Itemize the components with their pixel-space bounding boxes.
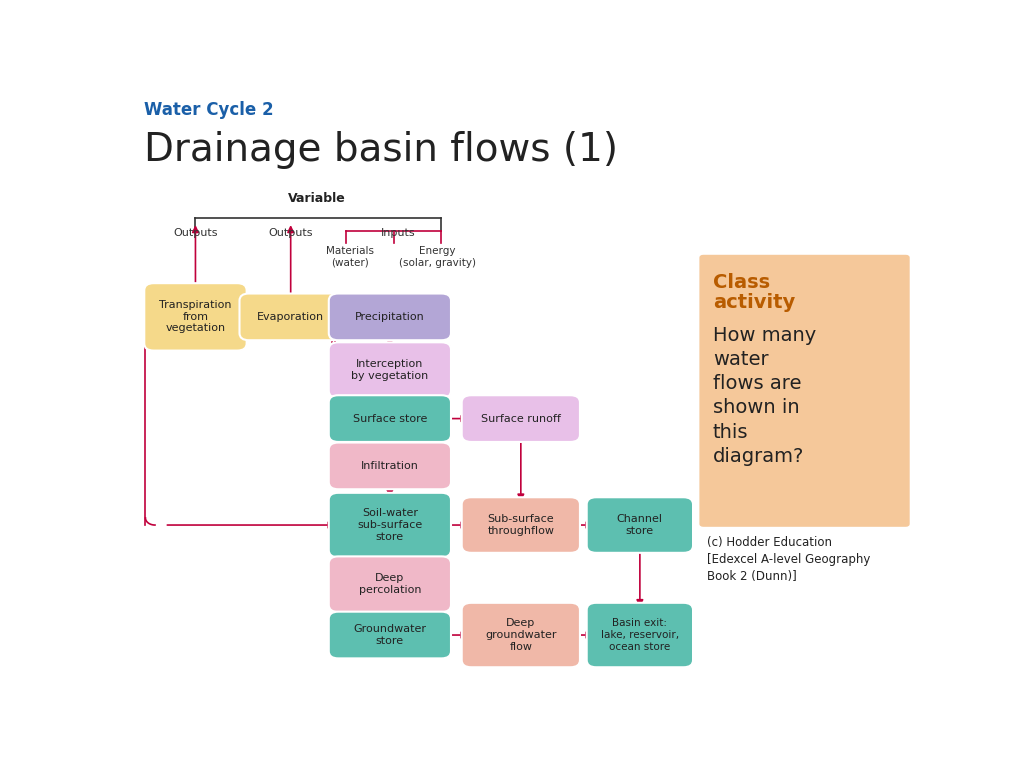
Text: Surface runoff: Surface runoff [481,414,561,424]
Text: Interception
by vegetation: Interception by vegetation [351,359,428,381]
Text: Evaporation: Evaporation [257,312,325,322]
Text: Channel
store: Channel store [616,515,663,536]
Text: Energy
(solar, gravity): Energy (solar, gravity) [399,246,476,267]
Text: (c) Hodder Education
[Edexcel A-level Geography
Book 2 (Dunn)]: (c) Hodder Education [Edexcel A-level Ge… [708,536,870,583]
Text: Groundwater
store: Groundwater store [353,624,426,646]
FancyBboxPatch shape [329,396,451,442]
Text: Outputs: Outputs [268,228,313,238]
Text: How many
water
flows are
shown in
this
diagram?: How many water flows are shown in this d… [713,326,816,466]
Text: Drainage basin flows (1): Drainage basin flows (1) [143,131,617,169]
Text: Infiltration: Infiltration [360,461,419,471]
FancyBboxPatch shape [462,497,580,553]
FancyBboxPatch shape [329,611,451,658]
FancyBboxPatch shape [699,255,909,527]
Text: Deep
percolation: Deep percolation [358,574,421,595]
Text: Outputs: Outputs [173,228,218,238]
FancyBboxPatch shape [587,497,693,553]
FancyBboxPatch shape [329,493,451,558]
FancyBboxPatch shape [240,293,342,340]
Text: Materials
(water): Materials (water) [327,246,374,267]
Text: Variable: Variable [288,191,345,204]
FancyBboxPatch shape [329,293,451,340]
Text: Sub-surface
throughflow: Sub-surface throughflow [487,515,554,536]
FancyBboxPatch shape [462,603,580,667]
Text: Basin exit:
lake, reservoir,
ocean store: Basin exit: lake, reservoir, ocean store [601,618,679,651]
FancyBboxPatch shape [144,283,247,350]
Text: Soil-water
sub-surface
store: Soil-water sub-surface store [357,508,423,541]
Text: Surface store: Surface store [352,414,427,424]
Text: Inputs: Inputs [381,228,415,238]
Text: Water Cycle 2: Water Cycle 2 [143,101,273,119]
FancyBboxPatch shape [329,343,451,398]
Text: Transpiration
from
vegetation: Transpiration from vegetation [159,300,231,333]
Text: Deep
groundwater
flow: Deep groundwater flow [485,618,557,651]
Text: Precipitation: Precipitation [355,312,425,322]
FancyBboxPatch shape [587,603,693,667]
Text: Class
activity: Class activity [713,273,795,312]
FancyBboxPatch shape [329,442,451,489]
FancyBboxPatch shape [462,396,580,442]
FancyBboxPatch shape [329,556,451,612]
